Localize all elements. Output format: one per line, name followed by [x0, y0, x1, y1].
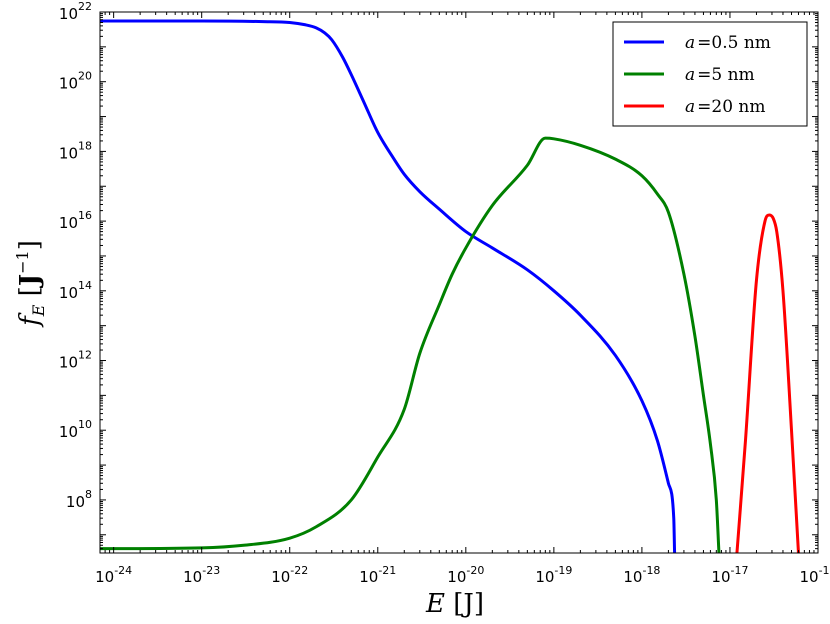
- x-tick-label: 10-23: [183, 564, 220, 586]
- legend-label: a =20 nm: [685, 97, 766, 117]
- y-tick-label: 1018: [59, 139, 92, 162]
- x-tick-label: 10-19: [535, 564, 572, 586]
- series-line-1: [99, 19, 677, 554]
- y-tick-label: 1020: [59, 70, 92, 93]
- series-layer: [99, 19, 800, 554]
- y-tick-label: 1010: [59, 418, 92, 441]
- legend: a =0.5 nm a =5 nm a =20 nm: [612, 21, 808, 127]
- x-tick-labels: 10-24 10-23 10-22 10-21 10-20 10-19 10-18 10-17…: [95, 564, 830, 586]
- x-axis-label: E [J]: [425, 589, 484, 619]
- y-tick-label: 1012: [59, 349, 92, 372]
- x-tick-label: 10-21: [359, 564, 396, 586]
- x-tick-label: 10-16: [799, 564, 830, 586]
- y-axis-label: fE [J−1]: [13, 240, 48, 328]
- x-tick-label: 10-22: [271, 564, 308, 586]
- y-tick-label: 1016: [59, 209, 92, 232]
- legend-label: a =0.5 nm: [685, 33, 771, 53]
- y-tick-label: 1014: [59, 279, 92, 302]
- x-tick-label: 10-17: [711, 564, 748, 586]
- y-tick-label: 1022: [59, 0, 92, 23]
- y-tick-label: 108: [66, 488, 92, 511]
- legend-label: a =5 nm: [685, 65, 755, 85]
- x-tick-label: 10-24: [95, 564, 132, 586]
- series-line-2: [100, 136, 721, 554]
- x-tick-label: 10-20: [447, 564, 484, 586]
- svg-text:fE [J−1]: fE [J−1]: [13, 240, 48, 328]
- series-line-3: [735, 213, 800, 554]
- plot-frame: [99, 11, 819, 554]
- y-tick-labels: 108 1010 1012 1014 1016 1018 1020 1022: [59, 0, 92, 511]
- x-tick-label: 10-18: [623, 564, 660, 586]
